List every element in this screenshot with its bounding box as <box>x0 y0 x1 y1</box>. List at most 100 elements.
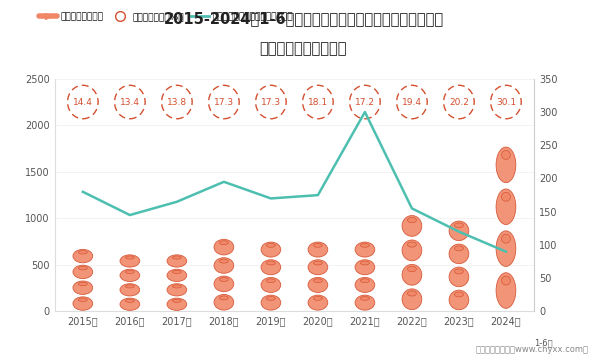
Ellipse shape <box>126 299 134 303</box>
Ellipse shape <box>308 295 328 310</box>
Legend: 产损企业数（个）, 产损企业占比（%）, 产损企业产损总额累计值（亿元）: 产损企业数（个）, 产损企业占比（%）, 产损企业产损总额累计值（亿元） <box>35 9 297 25</box>
Ellipse shape <box>361 296 369 300</box>
Ellipse shape <box>120 255 140 267</box>
Ellipse shape <box>67 85 98 119</box>
Ellipse shape <box>172 256 181 259</box>
Text: 17.3: 17.3 <box>214 97 234 107</box>
Ellipse shape <box>266 243 276 247</box>
Ellipse shape <box>407 218 416 223</box>
Ellipse shape <box>496 147 516 183</box>
Ellipse shape <box>261 260 281 275</box>
Ellipse shape <box>444 85 474 119</box>
Ellipse shape <box>396 85 427 119</box>
Text: 制造业产损企业统计图: 制造业产损企业统计图 <box>260 41 347 56</box>
Text: 17.2: 17.2 <box>355 97 375 107</box>
Ellipse shape <box>120 298 140 310</box>
Ellipse shape <box>402 240 422 261</box>
Ellipse shape <box>266 261 276 265</box>
Ellipse shape <box>73 297 93 310</box>
Ellipse shape <box>308 277 328 292</box>
Ellipse shape <box>167 298 187 310</box>
Ellipse shape <box>355 242 375 257</box>
Ellipse shape <box>78 298 87 301</box>
Ellipse shape <box>407 242 416 247</box>
Ellipse shape <box>261 242 281 257</box>
Ellipse shape <box>78 282 87 286</box>
Ellipse shape <box>449 267 469 287</box>
Ellipse shape <box>120 284 140 296</box>
Ellipse shape <box>303 85 333 119</box>
Ellipse shape <box>209 85 239 119</box>
Ellipse shape <box>313 279 322 282</box>
Ellipse shape <box>355 277 375 292</box>
Ellipse shape <box>214 295 234 310</box>
Ellipse shape <box>361 279 369 282</box>
Ellipse shape <box>78 251 87 254</box>
Ellipse shape <box>73 281 93 294</box>
Ellipse shape <box>496 231 516 266</box>
Ellipse shape <box>407 266 416 272</box>
Text: 1-6月: 1-6月 <box>534 338 552 347</box>
Ellipse shape <box>496 273 516 308</box>
Ellipse shape <box>355 260 375 275</box>
Ellipse shape <box>501 234 510 243</box>
Ellipse shape <box>261 277 281 292</box>
Ellipse shape <box>501 192 510 201</box>
Ellipse shape <box>126 270 134 274</box>
Text: 30.1: 30.1 <box>496 97 516 107</box>
Ellipse shape <box>220 259 228 263</box>
Ellipse shape <box>455 269 463 274</box>
Text: 19.4: 19.4 <box>402 97 422 107</box>
Ellipse shape <box>120 269 140 281</box>
Ellipse shape <box>496 189 516 224</box>
Ellipse shape <box>78 266 87 270</box>
Ellipse shape <box>361 261 369 265</box>
Ellipse shape <box>220 241 228 245</box>
Ellipse shape <box>449 221 469 241</box>
Ellipse shape <box>256 85 286 119</box>
Ellipse shape <box>455 292 463 297</box>
Ellipse shape <box>73 265 93 279</box>
Text: 17.3: 17.3 <box>261 97 281 107</box>
Ellipse shape <box>167 255 187 267</box>
Ellipse shape <box>501 276 510 285</box>
Ellipse shape <box>126 285 134 288</box>
Ellipse shape <box>308 260 328 275</box>
Text: 13.8: 13.8 <box>167 97 187 107</box>
Ellipse shape <box>214 239 234 255</box>
Ellipse shape <box>220 296 228 300</box>
Ellipse shape <box>402 216 422 236</box>
Ellipse shape <box>73 250 93 263</box>
Ellipse shape <box>501 150 510 159</box>
Ellipse shape <box>402 265 422 285</box>
Ellipse shape <box>172 285 181 288</box>
Ellipse shape <box>172 299 181 303</box>
Ellipse shape <box>266 296 276 300</box>
Text: 18.1: 18.1 <box>308 97 328 107</box>
Ellipse shape <box>455 246 463 251</box>
Ellipse shape <box>313 261 322 265</box>
Ellipse shape <box>214 258 234 273</box>
Text: 20.2: 20.2 <box>449 97 469 107</box>
Ellipse shape <box>161 85 192 119</box>
Text: 13.4: 13.4 <box>120 97 140 107</box>
Ellipse shape <box>355 295 375 310</box>
Ellipse shape <box>313 243 322 247</box>
Ellipse shape <box>167 269 187 281</box>
Ellipse shape <box>449 244 469 263</box>
Ellipse shape <box>167 284 187 296</box>
Ellipse shape <box>115 85 145 119</box>
Ellipse shape <box>449 290 469 310</box>
Ellipse shape <box>126 256 134 259</box>
Ellipse shape <box>361 243 369 247</box>
Ellipse shape <box>350 85 380 119</box>
Ellipse shape <box>407 291 416 296</box>
Ellipse shape <box>220 277 228 281</box>
Text: 制图：智研咋询（www.chyxx.com）: 制图：智研咋询（www.chyxx.com） <box>476 345 589 354</box>
Ellipse shape <box>455 223 463 228</box>
Ellipse shape <box>308 242 328 257</box>
Ellipse shape <box>172 270 181 274</box>
Ellipse shape <box>402 289 422 310</box>
Ellipse shape <box>261 295 281 310</box>
Ellipse shape <box>490 85 521 119</box>
